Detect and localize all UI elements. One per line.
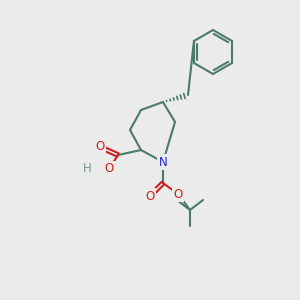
- Text: H: H: [83, 163, 92, 176]
- Text: O: O: [95, 140, 105, 154]
- Text: O: O: [104, 163, 114, 176]
- Text: O: O: [173, 188, 183, 200]
- Text: N: N: [159, 155, 167, 169]
- Text: O: O: [146, 190, 154, 202]
